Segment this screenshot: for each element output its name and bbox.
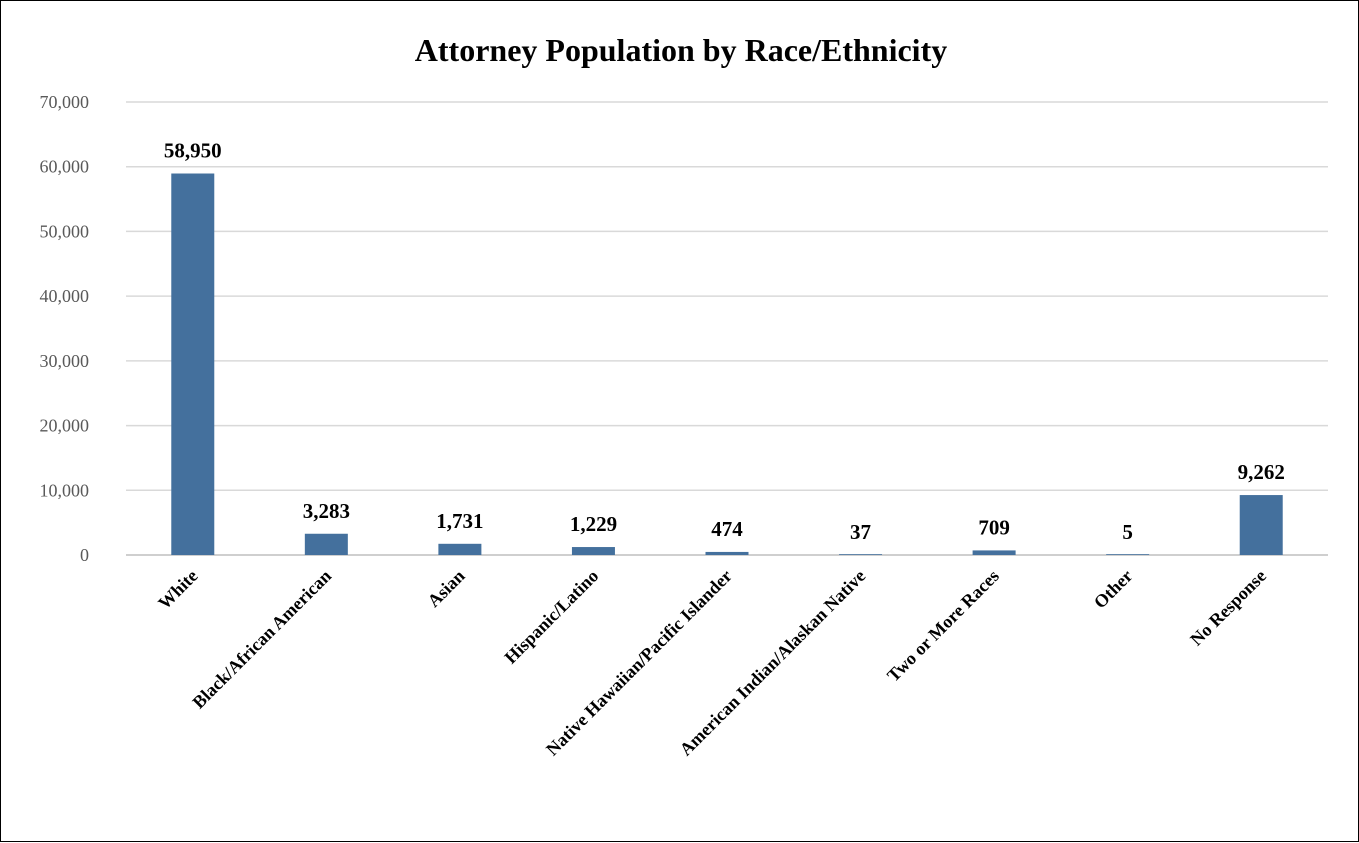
y-tick-label: 30,000 [40, 351, 90, 371]
x-tick-label: No Response [1186, 566, 1270, 650]
y-tick-label: 40,000 [40, 286, 90, 306]
data-label: 58,950 [164, 139, 222, 163]
bar [1239, 495, 1283, 555]
y-tick-label: 20,000 [40, 416, 90, 436]
y-tick-label: 50,000 [40, 221, 90, 241]
gridlines [126, 101, 1328, 556]
bar [438, 543, 482, 555]
data-labels: 58,950 3,283 1,731 1,229 474 37 709 5 9,262 [164, 139, 1285, 544]
data-label: 5 [1122, 520, 1133, 544]
y-tick-label: 70,000 [40, 92, 90, 112]
bars [171, 173, 1283, 556]
y-tick-label: 10,000 [40, 480, 90, 500]
data-label: 1,229 [570, 512, 617, 536]
y-axis: 0 10,000 20,000 30,000 40,000 50,000 60,000 70,… [40, 92, 90, 565]
x-tick-label: White [154, 566, 201, 613]
x-tick-label: Two or More Races [883, 566, 1003, 686]
bar [171, 173, 215, 556]
bar [839, 554, 883, 555]
x-tick-label: Asian [423, 566, 468, 611]
bar [1106, 554, 1150, 555]
data-label: 474 [711, 517, 743, 541]
bar [705, 551, 749, 555]
bar [972, 550, 1016, 555]
data-label: 37 [850, 520, 871, 544]
data-label: 3,283 [303, 499, 350, 523]
bar [304, 533, 348, 555]
data-label: 709 [978, 515, 1010, 539]
y-tick-label: 60,000 [40, 157, 90, 177]
x-tick-label: Black/African American [188, 566, 335, 713]
data-label: 1,731 [436, 509, 483, 533]
x-tick-label: Hispanic/Latino [500, 566, 602, 668]
bar [571, 547, 615, 555]
data-label: 9,262 [1238, 460, 1285, 484]
y-tick-label: 0 [80, 545, 89, 565]
x-tick-label: Other [1090, 566, 1137, 613]
chart-title: Attorney Population by Race/Ethnicity [415, 32, 947, 68]
